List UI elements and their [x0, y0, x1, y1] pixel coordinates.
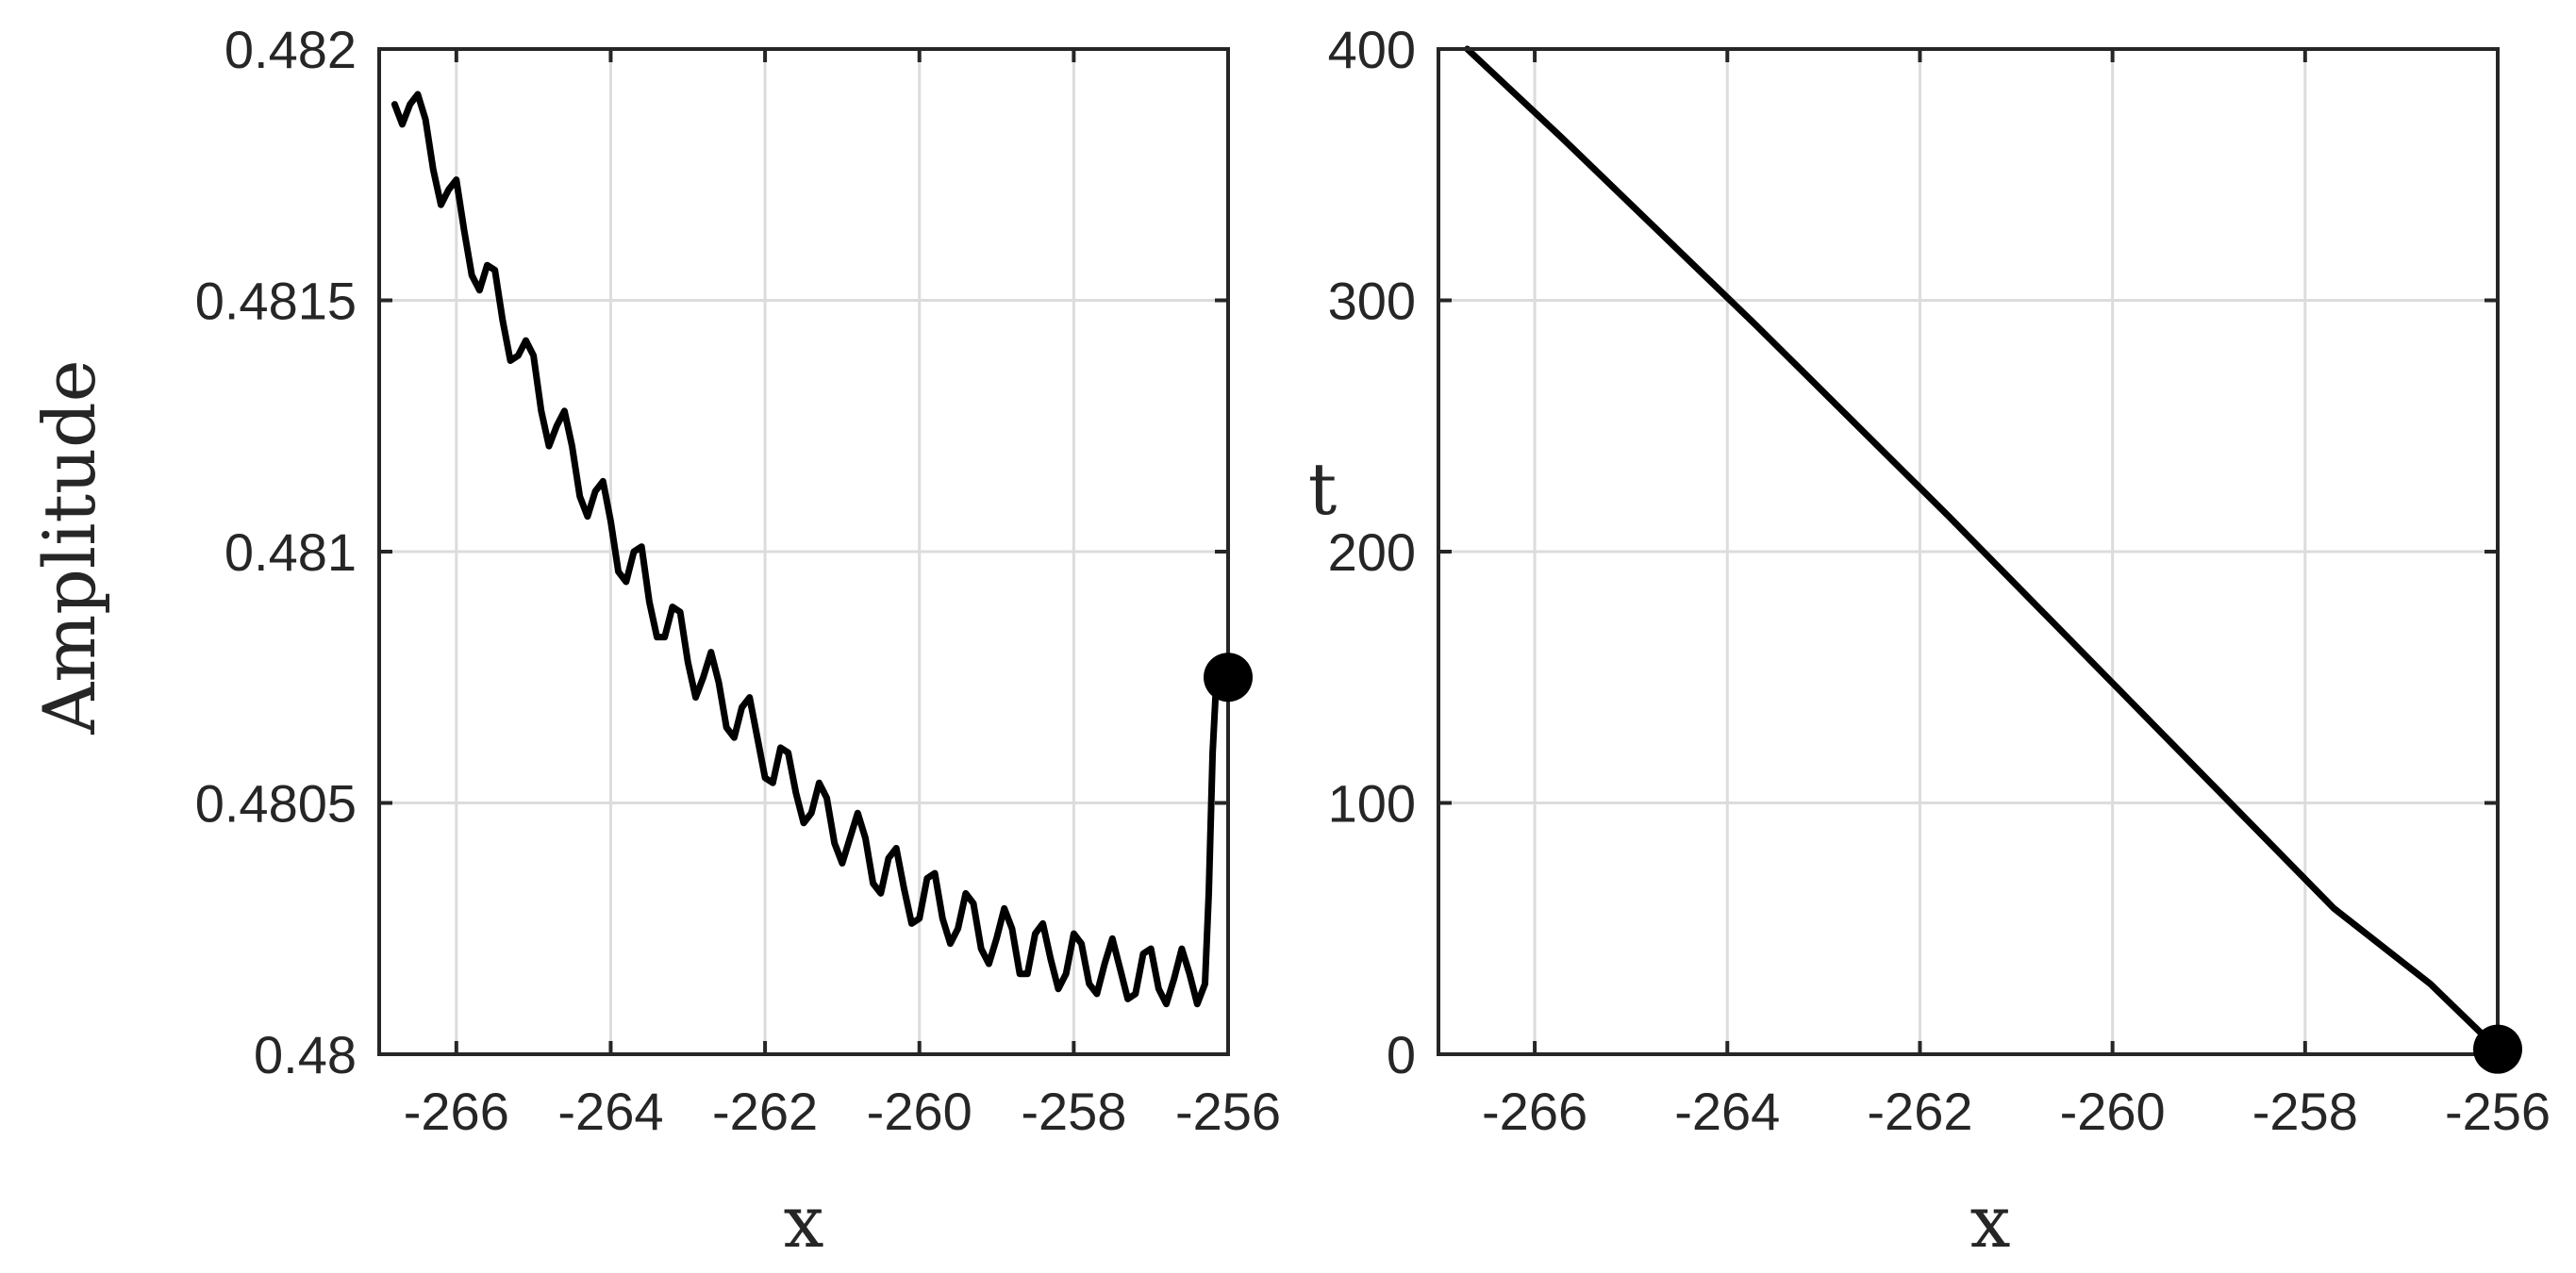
time-y-tick-label: 400 — [1328, 20, 1416, 79]
time-x-tick-label: -262 — [1867, 1082, 1972, 1141]
amplitude-panel: -266 -264 -262 -260 -258 -256 0.48 0.4805 0.481… — [27, 20, 1281, 1264]
amplitude-endpoint-marker — [1204, 653, 1253, 703]
amplitude-series-line — [391, 91, 1221, 1008]
amplitude-x-tick-labels: -266 -264 -262 -260 -258 -256 — [404, 1082, 1281, 1141]
amplitude-y-tick-label: 0.481 — [224, 522, 357, 582]
amplitude-y-tick-label: 0.482 — [224, 20, 357, 79]
amplitude-x-tick-label: -262 — [712, 1082, 818, 1141]
amplitude-x-axis-label: x — [784, 1180, 824, 1264]
time-series-line — [1464, 45, 2501, 1053]
amplitude-y-tick-labels: 0.48 0.4805 0.481 0.4815 0.482 — [195, 20, 357, 1084]
amplitude-y-tick-label: 0.4815 — [195, 272, 357, 331]
amplitude-y-tick-label: 0.48 — [254, 1025, 357, 1084]
time-y-tick-label: 200 — [1328, 522, 1416, 582]
amplitude-grid — [379, 47, 1230, 1056]
time-x-tick-label: -264 — [1674, 1082, 1780, 1141]
amplitude-x-tick-label: -258 — [1021, 1082, 1126, 1141]
time-x-tick-label: -260 — [2060, 1082, 2166, 1141]
amplitude-y-axis-label: Amplitude — [27, 359, 111, 735]
amplitude-series — [391, 91, 1221, 1008]
time-y-tick-labels: 0 100 200 300 400 — [1328, 20, 1416, 1084]
time-x-tick-label: -256 — [2445, 1082, 2551, 1141]
time-y-tick-label: 100 — [1328, 774, 1416, 834]
time-x-axis-label: x — [1970, 1180, 2011, 1264]
amplitude-x-tick-label: -266 — [404, 1082, 509, 1141]
time-endpoint-marker — [2473, 1024, 2522, 1074]
time-grid — [1438, 47, 2500, 1056]
time-y-axis-label: t — [1308, 447, 1338, 531]
time-y-tick-label: 300 — [1328, 272, 1416, 331]
amplitude-ticks — [379, 47, 1230, 1056]
time-panel: -266 -264 -262 -260 -258 -256 0 100 200 300 400 x… — [1308, 20, 2551, 1264]
time-series — [1464, 45, 2501, 1053]
time-x-tick-labels: -266 -264 -262 -260 -258 -256 — [1482, 1082, 2551, 1141]
time-x-tick-label: -258 — [2252, 1082, 2358, 1141]
time-x-tick-label: -266 — [1482, 1082, 1587, 1141]
time-y-tick-label: 0 — [1387, 1025, 1416, 1084]
amplitude-x-tick-label: -260 — [867, 1082, 972, 1141]
amplitude-y-tick-label: 0.4805 — [195, 774, 357, 834]
amplitude-x-tick-label: -256 — [1175, 1082, 1281, 1141]
amplitude-x-tick-label: -264 — [557, 1082, 663, 1141]
